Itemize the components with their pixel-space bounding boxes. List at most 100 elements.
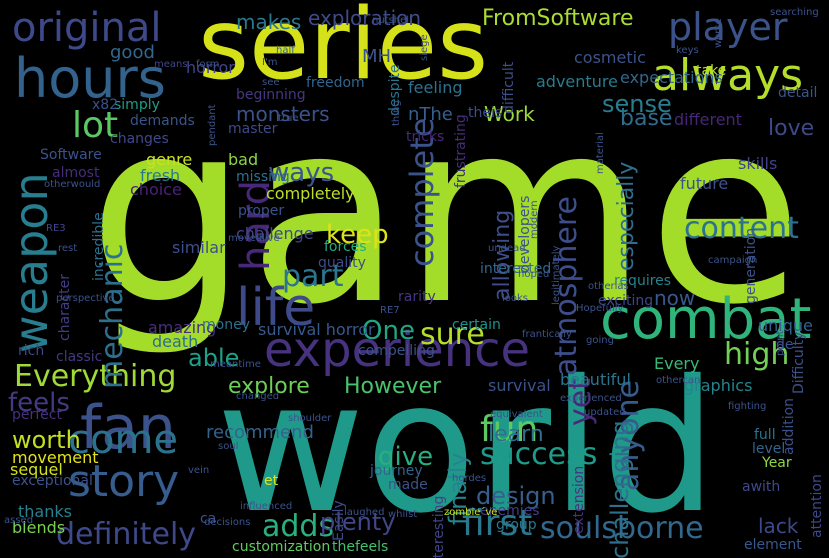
word: I'm	[262, 57, 278, 68]
word: exceptional	[12, 473, 93, 489]
word: FromSoftware	[482, 6, 634, 31]
word: sense	[602, 90, 672, 118]
word: ca	[200, 511, 217, 527]
word: point	[775, 330, 786, 356]
word: One	[362, 316, 415, 346]
word: part	[282, 259, 344, 294]
word: player	[668, 5, 788, 49]
word: nThe	[408, 104, 453, 125]
word: Work	[484, 102, 535, 126]
word: story	[68, 456, 180, 507]
word: completely	[266, 184, 355, 203]
word: similar	[172, 238, 226, 257]
word: makes	[236, 10, 302, 34]
word: otherwould	[44, 179, 101, 190]
word: x82	[92, 97, 119, 113]
word: tricks	[406, 129, 445, 145]
word: character	[57, 273, 73, 341]
word: movement	[12, 448, 99, 467]
word: experience	[264, 322, 531, 378]
word: adventure	[536, 72, 618, 91]
word: awith	[742, 479, 781, 495]
word: live	[262, 233, 280, 244]
word: sure	[420, 317, 485, 352]
word: othercan	[656, 375, 701, 386]
word: zombie´ve	[444, 507, 498, 518]
word: love	[768, 116, 815, 141]
word: pendant	[207, 104, 218, 146]
word: experienced	[560, 393, 622, 404]
word: enemies	[480, 503, 540, 519]
word: graphics	[684, 376, 753, 395]
word: worth	[12, 426, 81, 454]
word: true	[278, 113, 299, 124]
word: feels	[8, 388, 70, 418]
word: difficult	[501, 61, 517, 114]
word: meantime	[210, 359, 261, 370]
word: forces	[324, 239, 367, 255]
word: going	[586, 335, 614, 346]
word: combat	[600, 287, 812, 352]
word: unique	[758, 316, 813, 335]
word: horror	[186, 58, 235, 77]
word: extension	[571, 465, 587, 534]
word: lot	[72, 105, 119, 146]
word: now	[654, 286, 696, 310]
word: skills	[738, 154, 778, 173]
word: modern	[529, 200, 540, 239]
word: beginning	[236, 87, 306, 103]
word: bad	[228, 150, 259, 169]
word: world	[216, 341, 718, 553]
word: Every	[654, 354, 700, 373]
word: moved	[228, 233, 263, 244]
word: fighting	[728, 401, 767, 412]
word: interested	[480, 261, 552, 277]
word: perfect	[12, 407, 62, 423]
word: almost	[52, 165, 100, 181]
word: freedom	[306, 75, 365, 91]
word: soul	[218, 441, 239, 452]
word: able	[188, 344, 240, 372]
word: explore	[228, 374, 310, 399]
word: high	[724, 337, 790, 372]
word: laughed	[344, 507, 385, 518]
word: Hopefully	[576, 303, 624, 314]
word: original	[12, 5, 162, 51]
word: element	[744, 537, 802, 553]
word: choice	[130, 180, 182, 199]
word: thing	[391, 100, 402, 126]
word: money	[202, 317, 250, 333]
word: missing	[236, 169, 290, 185]
word: beautiful	[560, 370, 631, 389]
word: series	[198, 0, 489, 102]
word: game	[88, 67, 803, 360]
word: requires	[614, 273, 672, 289]
word: definitely	[56, 517, 197, 552]
word: et	[264, 473, 279, 489]
word: changes	[110, 131, 169, 147]
word: fan	[80, 393, 176, 463]
word: ways	[268, 158, 335, 188]
word: keep	[326, 220, 389, 250]
word: expectations	[620, 68, 723, 87]
word: customization	[232, 539, 331, 555]
word: searching	[770, 7, 819, 18]
word: good	[110, 42, 155, 63]
word: undead	[488, 243, 526, 254]
word: adds	[262, 509, 335, 544]
word: content	[684, 211, 799, 246]
word: equivalent	[490, 409, 543, 420]
word: rarity	[398, 289, 436, 305]
word: RE3	[46, 223, 66, 234]
word: group	[496, 517, 537, 533]
word: amazing	[148, 318, 217, 337]
word: theis	[468, 105, 503, 121]
word: master	[228, 121, 278, 137]
word: otherlas	[588, 281, 629, 292]
word: Difficulty	[791, 331, 807, 394]
word: challenge	[236, 224, 314, 243]
word: However	[344, 374, 442, 399]
word: shoulder	[288, 413, 332, 424]
word: different	[674, 110, 742, 129]
